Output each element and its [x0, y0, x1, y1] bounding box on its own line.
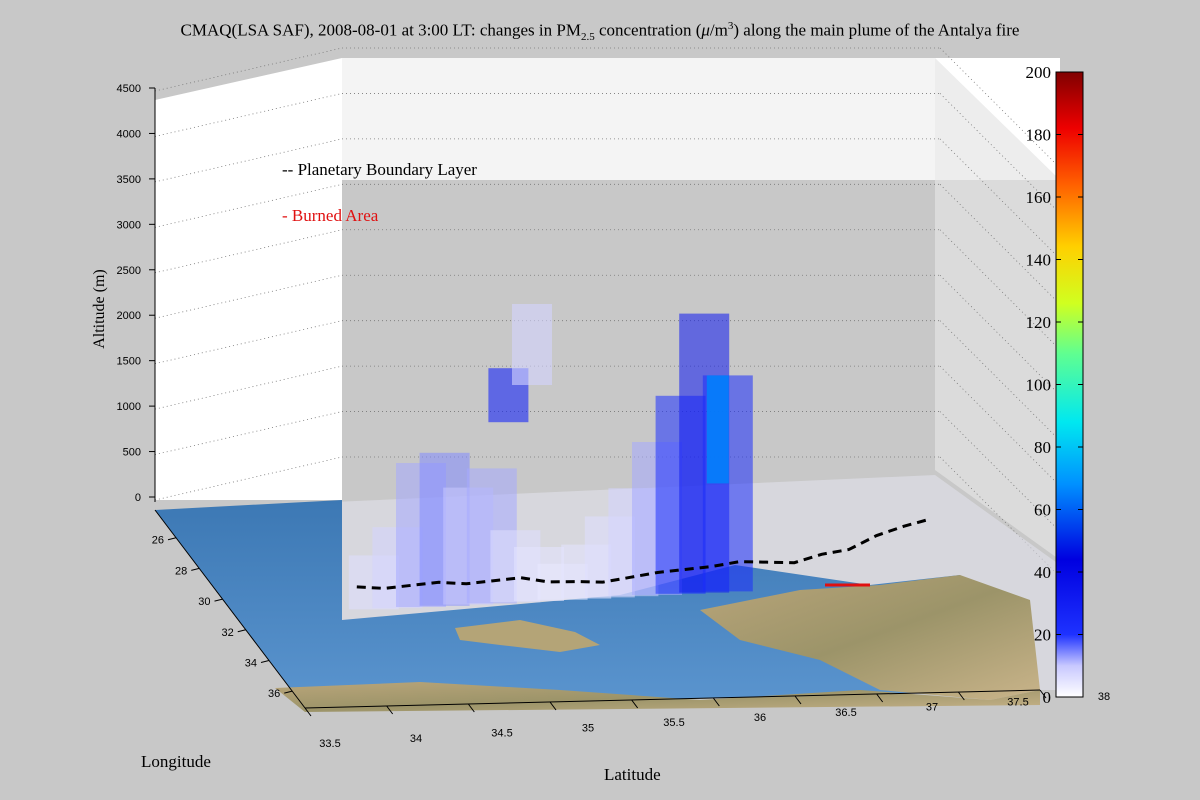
- legend-burned-area: - Burned Area: [282, 206, 379, 225]
- lon-tick-label: 26: [152, 535, 164, 547]
- lat-tick-label: 36: [754, 712, 766, 724]
- title-superscript: 3: [727, 20, 734, 32]
- z-grid-right: [939, 320, 1061, 441]
- lat-tick-mark: [1039, 689, 1047, 699]
- lon-tick-mark: [284, 690, 293, 694]
- colorbar-tick-label: 100: [1026, 376, 1052, 395]
- z-axis-label: Altitude (m): [91, 269, 108, 349]
- elevated-plume-block: [512, 304, 552, 385]
- z-grid-right: [939, 184, 1061, 305]
- z-tick-label: 500: [123, 447, 141, 459]
- pbl-line: [356, 517, 932, 590]
- lat-tick-mark: [549, 701, 557, 711]
- z-grid-right: [939, 93, 1061, 214]
- z-tick-label: 1500: [117, 356, 141, 368]
- land-turkey: [700, 575, 1040, 700]
- lon-tick-mark: [260, 659, 270, 663]
- z-grid-right: [939, 365, 1061, 487]
- lon-axis-line: [154, 509, 306, 709]
- lat-tick-label: 35: [582, 722, 594, 734]
- left-wall: [155, 58, 342, 500]
- lon-tick-label: 34: [245, 657, 257, 669]
- colorbar-tick-label: 140: [1026, 251, 1052, 270]
- z-tick-label: 2500: [117, 265, 141, 277]
- lat-tick-label: 35.5: [663, 717, 684, 729]
- legend-pbl: -- Planetary Boundary Layer: [282, 160, 477, 179]
- lon-tick-label: 30: [198, 596, 210, 608]
- right-wall: [935, 58, 1060, 560]
- title-middle: concentration (: [594, 20, 702, 40]
- z-tick-label: 3000: [117, 219, 141, 231]
- title-unit: /m: [709, 20, 728, 40]
- title-mu: μ: [701, 20, 710, 40]
- title-subscript: 2.5: [580, 31, 595, 44]
- lon-tick-mark: [191, 567, 200, 571]
- plume-hotspot: [706, 375, 729, 484]
- z-tick-label: 1000: [117, 401, 141, 413]
- lat-tick-label: 37.5: [1007, 696, 1028, 708]
- colorbar-tick-label: 180: [1026, 126, 1052, 145]
- colorbar-tick-label: 20: [1034, 626, 1051, 645]
- land-cyprus: [455, 620, 600, 652]
- colorbar-tick-label: 120: [1026, 313, 1052, 332]
- lon-tick-label: 36: [268, 688, 280, 700]
- lat-tick-mark: [712, 697, 720, 707]
- lat-axis-line: [304, 689, 1041, 709]
- colorbar-tick-label: 60: [1034, 501, 1051, 520]
- z-grid-right: [939, 274, 1061, 396]
- colorbar-tick-label: 40: [1034, 563, 1051, 582]
- lon-tick-label: 32: [222, 627, 234, 639]
- colorbar-tick-label: 0: [1043, 688, 1052, 707]
- z-tick-label: 0: [135, 492, 141, 504]
- lon-tick-label: 28: [175, 565, 187, 577]
- lat-tick-label: 34.5: [491, 728, 512, 740]
- z-grid-right: [939, 456, 1061, 578]
- z-tick-label: 4000: [117, 128, 141, 140]
- title-prefix: CMAQ(LSA SAF), 2008-08-01 at 3:00 LT: ch…: [180, 20, 581, 40]
- lat-tick-label: 37: [926, 702, 938, 714]
- lat-tick-mark: [631, 699, 639, 709]
- colorbar-tick-label: 160: [1026, 188, 1052, 207]
- lon-tick-mark: [167, 537, 177, 541]
- z-grid-right: [939, 229, 1061, 351]
- lat-tick-mark: [794, 695, 802, 705]
- colorbar-tick-label: 200: [1026, 63, 1052, 82]
- lat-tick-label: 36.5: [835, 707, 856, 719]
- z-grid-right: [939, 47, 1061, 169]
- z-grid-right: [939, 138, 1061, 260]
- lat-tick-label: 33.5: [319, 738, 340, 750]
- lat-tick-mark: [957, 691, 965, 701]
- lat-tick-mark: [304, 707, 312, 717]
- z-tick-label: 4500: [117, 83, 141, 95]
- x-axis-label: Latitude: [604, 765, 661, 784]
- z-grid-right: [939, 411, 1061, 532]
- lat-tick-label: 34: [410, 733, 422, 745]
- lat-tick-label: 38: [1098, 691, 1110, 703]
- y-axis-label: Longitude: [141, 752, 211, 771]
- lat-tick-mark: [386, 705, 394, 715]
- lat-tick-mark: [876, 693, 884, 703]
- lon-tick-mark: [214, 598, 223, 602]
- lon-tick-mark: [237, 629, 246, 633]
- lat-tick-mark: [467, 703, 475, 713]
- colorbar-tick-label: 80: [1034, 438, 1051, 457]
- z-tick-label: 3500: [117, 174, 141, 186]
- title-suffix: ) along the main plume of the Antalya fi…: [733, 20, 1020, 40]
- top-wall-shade: [342, 58, 1060, 180]
- chart-title: CMAQ(LSA SAF), 2008-08-01 at 3:00 LT: ch…: [0, 20, 1200, 43]
- z-tick-label: 2000: [117, 310, 141, 322]
